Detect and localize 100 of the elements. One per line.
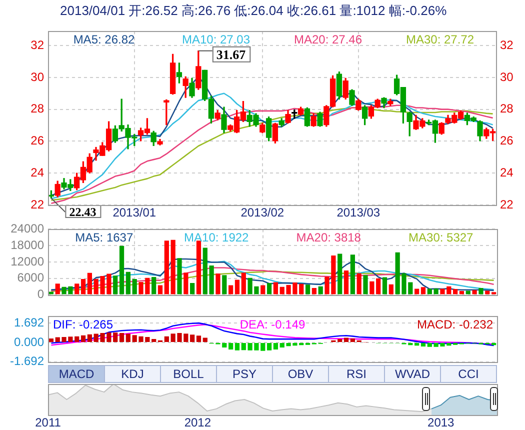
y-tick-label: 32 [30,38,44,52]
bar [202,338,208,342]
y-tick-label: 1.692 [14,315,44,330]
y-tick-label: 28 [30,102,44,116]
bar [414,288,420,294]
bar [132,278,137,294]
bar [273,342,278,350]
x-tick-label: 2011 [35,416,62,430]
x-tick-label: 2013/03 [336,206,380,220]
series-label: DEA: -0.149 [240,318,306,332]
bar [184,272,188,294]
bar [466,290,470,294]
bar [434,288,438,294]
bar [48,338,54,342]
bar [234,342,240,350]
bar [87,272,92,294]
bar [177,258,182,294]
y-tick-label: 12000 [10,254,44,268]
text: MA30: 27.72 [406,32,474,47]
text: OBV [272,366,328,382]
bar [414,342,420,346]
bar [356,273,362,294]
bar [152,277,156,294]
bar [164,336,169,342]
bar [305,284,310,294]
bar [370,281,374,294]
series-label: MA10: 1922 [184,230,250,245]
bar [338,339,342,342]
bar [216,273,220,294]
bar [202,248,208,294]
bar [190,334,195,342]
text: MA20: 3818 [296,230,362,245]
bar [485,290,490,294]
bar [228,342,234,350]
bar [113,332,118,342]
bar [427,288,432,294]
y2-tick-label: 24 [500,165,514,180]
text: PSY [216,366,272,382]
bar [350,338,355,342]
bar [478,288,484,294]
series-label: DIF: -0.265 [53,318,114,332]
bar [453,289,458,294]
bar [427,342,432,347]
bar [491,342,496,346]
bar [228,285,234,294]
bar [344,270,349,294]
bar [234,280,240,294]
bar [420,287,426,294]
bar [209,266,214,294]
bar [126,334,130,342]
bar [126,272,130,294]
bar [350,254,355,294]
bar [266,342,272,350]
x-tick-label: 2013/02 [240,206,284,220]
x-tick-label: 2012 [184,416,212,430]
bar [273,282,278,294]
bar [222,275,227,294]
annotation: 31.67 [216,47,246,62]
y-tick-label: 26 [30,134,44,148]
text: KDJ [104,366,160,382]
text: MA5: 26.82 [73,32,136,47]
bar [376,278,381,294]
bar [152,339,156,342]
bar [87,334,92,342]
bar [338,254,342,294]
bar [55,284,60,294]
bar [420,342,426,346]
bar [459,290,464,294]
y-tick-label: -1.692 [10,354,44,368]
y-tick-label: 30 [30,70,44,84]
bar [388,284,394,294]
bar [80,278,86,294]
bar [119,332,124,342]
bar [196,336,202,342]
chart-title: 2013/04/01 开:26.52 高:26.76 低:26.04 收:26.61 量:1012 幅:-0.26% [60,2,447,20]
y2-tick-label: 28 [500,102,514,116]
bar [260,285,266,294]
y2-tick-label: 32 [500,38,514,52]
y-tick-label: 22 [30,197,44,212]
bar [164,240,169,294]
y-tick-label: 18000 [10,238,44,252]
y2-tick-label: 22 [500,197,514,212]
bar [472,290,477,294]
text: WVAD [384,366,440,382]
x-tick-label: 2013/01 [112,206,156,220]
bar [241,272,246,294]
y-tick-label: 24000 [10,222,44,236]
bar [113,276,118,294]
y-tick-label: 0 [37,287,44,302]
text: CCI [440,366,496,382]
y-tick-label: 0.000 [14,334,44,349]
bar [119,246,124,294]
bar [266,283,272,294]
bar [80,335,86,342]
text: MACD [49,366,104,382]
text: MA20: 27.46 [294,32,362,47]
y2-tick-label: 30 [500,70,514,84]
bar [158,285,163,294]
text: BOLL [160,366,216,382]
bar [344,338,349,342]
